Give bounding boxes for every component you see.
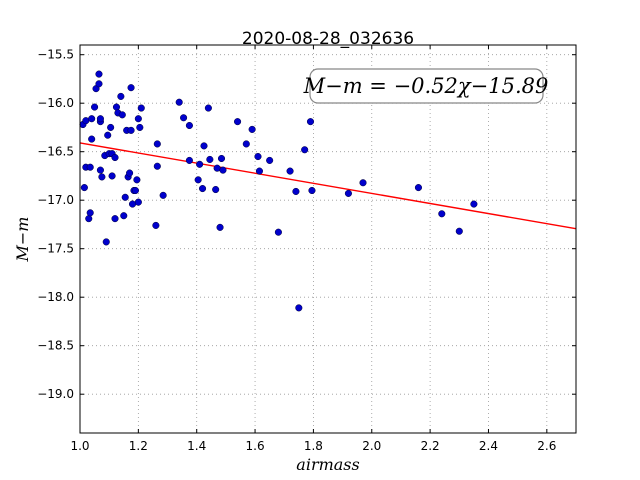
data-point xyxy=(274,228,282,236)
data-point xyxy=(248,125,256,133)
data-point xyxy=(344,189,352,197)
data-point xyxy=(200,142,208,150)
x-tick-label: 1.8 xyxy=(304,439,323,453)
data-points xyxy=(79,70,478,312)
data-point xyxy=(234,118,242,126)
annotation-text: M−m = −0.52χ−15.89 xyxy=(303,74,549,98)
annotation-box xyxy=(309,68,544,104)
data-point xyxy=(131,186,139,195)
data-point xyxy=(295,304,303,312)
data-point xyxy=(204,104,212,112)
y-tick-label: −16.0 xyxy=(37,96,74,110)
data-point xyxy=(86,209,94,217)
data-point xyxy=(470,200,478,208)
data-point xyxy=(108,172,116,180)
data-point xyxy=(136,123,144,131)
data-point xyxy=(98,173,106,181)
data-point xyxy=(133,176,141,184)
data-point xyxy=(216,223,224,231)
data-point xyxy=(104,131,112,139)
data-point xyxy=(121,193,129,201)
data-point xyxy=(85,215,93,223)
data-point xyxy=(152,221,160,229)
data-point xyxy=(102,238,110,246)
data-point xyxy=(266,156,274,164)
data-point xyxy=(185,156,193,164)
data-point xyxy=(88,135,96,143)
data-point xyxy=(414,184,422,192)
data-point xyxy=(127,84,135,92)
data-point xyxy=(206,155,214,164)
data-point xyxy=(91,103,99,111)
data-point xyxy=(112,103,121,111)
data-point xyxy=(301,146,309,154)
data-point xyxy=(455,227,463,235)
data-point xyxy=(134,115,142,123)
data-point xyxy=(185,121,193,130)
x-tick-label: 1.6 xyxy=(246,439,265,453)
data-point xyxy=(86,163,94,171)
data-point xyxy=(127,126,135,134)
data-point xyxy=(107,123,115,131)
x-tick-label: 2.2 xyxy=(421,439,440,453)
y-tick-label: −18.5 xyxy=(37,339,74,353)
y-axis-label: M−m xyxy=(13,217,32,263)
data-point xyxy=(111,153,119,162)
data-point xyxy=(137,104,145,112)
data-point xyxy=(194,176,202,184)
data-point xyxy=(219,166,227,174)
data-point xyxy=(118,111,126,119)
data-point xyxy=(120,212,128,220)
x-tick-label: 2.4 xyxy=(479,439,498,453)
plot-frame xyxy=(79,44,577,434)
data-point xyxy=(438,210,446,218)
data-point xyxy=(117,92,125,100)
data-point xyxy=(180,114,188,122)
data-point xyxy=(198,185,207,193)
data-point xyxy=(95,80,103,88)
data-point xyxy=(95,70,103,78)
data-point xyxy=(212,185,220,194)
data-point xyxy=(254,153,262,161)
data-point xyxy=(286,167,294,175)
data-point xyxy=(134,198,142,206)
data-point xyxy=(96,115,104,123)
x-axis-label: airmass xyxy=(296,455,359,474)
x-tick-label: 2.6 xyxy=(537,439,556,453)
data-point xyxy=(126,169,134,177)
data-point xyxy=(217,154,226,163)
y-tick-label: −16.5 xyxy=(37,145,74,159)
fit-line xyxy=(79,142,577,230)
data-point xyxy=(159,191,167,199)
data-point xyxy=(175,98,183,106)
data-point xyxy=(308,186,316,195)
x-tick-label: 2.0 xyxy=(362,439,381,453)
data-point xyxy=(255,167,263,175)
y-tick-label: −19.0 xyxy=(37,387,74,401)
y-tick-label: −17.5 xyxy=(37,242,74,256)
x-tick-label: 1.4 xyxy=(187,439,206,453)
y-tick-label: −17.0 xyxy=(37,193,74,207)
data-point xyxy=(96,166,104,174)
data-point xyxy=(359,179,367,187)
data-point xyxy=(306,118,315,126)
chart-title: 2020-08-28_032636 xyxy=(242,29,414,49)
y-tick-label: −18.0 xyxy=(37,290,74,304)
data-point xyxy=(196,160,204,168)
x-tick-label: 1.2 xyxy=(129,439,148,453)
data-point xyxy=(80,184,88,192)
data-point xyxy=(292,187,300,196)
data-point xyxy=(153,162,161,170)
data-point xyxy=(153,140,161,148)
data-point xyxy=(88,115,96,123)
y-tick-label: −15.5 xyxy=(37,48,74,62)
data-point xyxy=(242,140,250,148)
fit-annotation: M−m = −0.52χ−15.89 xyxy=(303,68,549,104)
x-tick-label: 1.0 xyxy=(70,439,89,453)
data-point xyxy=(111,215,119,223)
axis-ticks: 1.0 1.2 1.4 1.6 1.8 2.0 2.2 2.4 2.6 −15.5 −16.0 −16… xyxy=(37,45,576,453)
